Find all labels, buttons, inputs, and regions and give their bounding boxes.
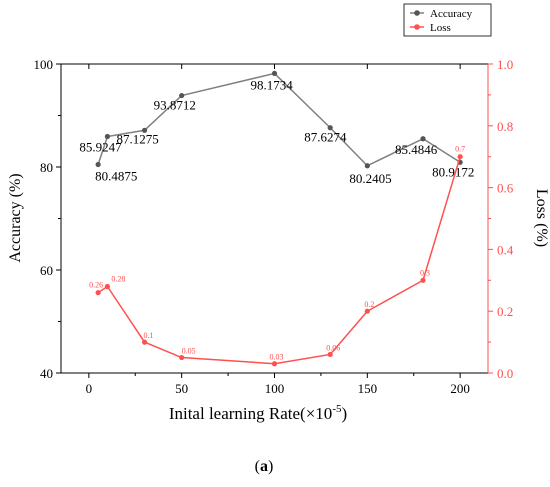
legend-loss-label: Loss xyxy=(430,22,451,34)
y-left-tick-label: 60 xyxy=(40,263,53,278)
accuracy-point xyxy=(364,163,370,169)
accuracy-data-label: 87.6274 xyxy=(304,130,347,145)
y-axis-left-label: Accuracy (%) xyxy=(7,173,24,262)
x-axis-label: Inital learning Rate(×10-5) xyxy=(169,403,347,423)
accuracy-data-label: 85.9247 xyxy=(79,139,122,154)
loss-data-label: 0.7 xyxy=(455,145,465,154)
accuracy-point xyxy=(327,125,333,131)
loss-point xyxy=(95,290,101,296)
x-tick-label: 0 xyxy=(86,381,93,396)
accuracy-point xyxy=(420,136,426,142)
accuracy-data-label: 80.2405 xyxy=(349,171,391,186)
loss-point xyxy=(364,308,370,314)
accuracy-data-label: 80.4875 xyxy=(95,168,137,183)
x-tick-label: 200 xyxy=(450,381,470,396)
y-axis-right-label: Loss (%) xyxy=(533,189,550,247)
y-right-tick-label: 0.6 xyxy=(497,181,514,196)
accuracy-point xyxy=(95,161,101,168)
loss-point xyxy=(327,351,333,358)
y-left-tick-label: 40 xyxy=(40,366,53,381)
accuracy-point xyxy=(104,133,111,140)
loss-data-label: 0.05 xyxy=(182,347,196,356)
loss-data-label: 0.3 xyxy=(420,268,430,277)
accuracy-data-label: 87.1275 xyxy=(117,131,159,146)
legend-loss-marker xyxy=(414,24,420,30)
loss-point xyxy=(179,354,185,361)
y-right-tick-label: 1.0 xyxy=(497,57,513,72)
legend-box xyxy=(403,3,492,37)
y-right-tick-label: 0.8 xyxy=(497,119,513,134)
loss-data-label: 0.06 xyxy=(326,343,340,352)
accuracy-data-label: 98.1734 xyxy=(251,77,294,92)
accuracy-data-label: 80.9172 xyxy=(432,164,474,179)
y-left-tick-label: 100 xyxy=(34,57,54,72)
y-right-tick-label: 0.0 xyxy=(497,366,513,381)
x-tick-label: 100 xyxy=(265,381,285,396)
x-axis-label-main: Inital learning Rate(×10 xyxy=(169,404,332,423)
loss-point xyxy=(457,154,463,160)
legend-accuracy-marker xyxy=(414,10,420,16)
loss-data-label: 0.26 xyxy=(89,281,103,290)
accuracy-point xyxy=(271,70,278,77)
accuracy-point xyxy=(179,92,185,99)
caption-close-paren: ) xyxy=(268,458,273,475)
loss-data-label: 0.28 xyxy=(111,274,125,283)
x-tick-label: 50 xyxy=(175,381,188,396)
y-right-tick-label: 0.2 xyxy=(497,304,513,319)
figure-caption: (a) xyxy=(255,458,274,475)
x-tick-label: 150 xyxy=(358,381,378,396)
loss-point xyxy=(141,339,148,345)
accuracy-point xyxy=(141,127,148,133)
accuracy-data-label: 85.4846 xyxy=(395,142,438,157)
loss-point xyxy=(271,361,278,367)
loss-point xyxy=(104,283,111,290)
caption-open-paren: ( xyxy=(255,458,260,475)
loss-data-label: 0.03 xyxy=(270,353,284,362)
caption-letter: a xyxy=(260,458,268,475)
x-axis-label-close: ) xyxy=(341,404,347,423)
loss-point xyxy=(420,277,426,283)
accuracy-data-label: 93.8712 xyxy=(154,98,196,113)
legend: Accuracy Loss xyxy=(403,3,492,37)
legend-accuracy-label: Accuracy xyxy=(430,8,473,20)
y-left-tick-label: 80 xyxy=(40,160,53,175)
y-right-tick-label: 0.4 xyxy=(497,242,514,257)
loss-data-label: 0.1 xyxy=(144,331,154,340)
loss-data-label: 0.2 xyxy=(364,300,374,309)
axes: 0 50 100 150 200 40 60 80 100 0.0 0.2 0.4 0.6 0.8 1.0 xyxy=(34,57,514,396)
x-axis-label-exponent: -5 xyxy=(332,403,342,415)
